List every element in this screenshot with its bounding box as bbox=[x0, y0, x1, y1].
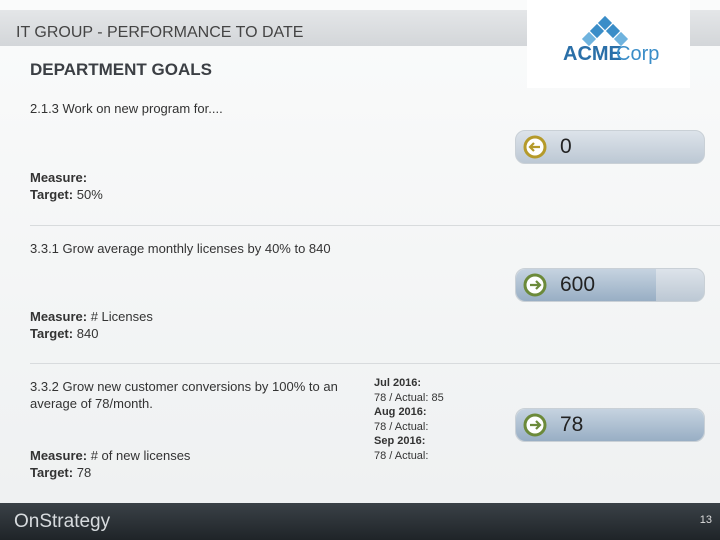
note-value: 78 / Actual: bbox=[374, 420, 429, 433]
status-pill: 78 bbox=[515, 408, 705, 442]
note-month: Jul 2016: bbox=[374, 377, 422, 389]
status-icon bbox=[523, 413, 547, 437]
footer-brand: OnStrategy bbox=[14, 511, 111, 532]
measure-label: Measure: bbox=[30, 309, 88, 324]
measure-value: # of new licenses bbox=[90, 448, 191, 463]
measure-label: Measure: bbox=[30, 448, 88, 463]
measure-label: Measure: bbox=[30, 170, 88, 185]
target-value: 50% bbox=[76, 187, 103, 202]
target: Target: 50% bbox=[30, 186, 103, 203]
status-pill: 600 bbox=[515, 268, 705, 302]
target-value: 840 bbox=[76, 326, 99, 341]
measure-value: # Licenses bbox=[90, 309, 153, 324]
footer-bar bbox=[0, 503, 720, 540]
target: Target: 78 bbox=[30, 464, 91, 481]
logo-mark: ACME Corp bbox=[563, 15, 659, 65]
goal-description: 2.1.3 Work on new program for.... bbox=[30, 101, 223, 116]
section-title: DEPARTMENT GOALS bbox=[30, 60, 212, 79]
monthly-notes: Jul 2016: 78 / Actual: 85 Aug 2016: 78 / Ac… bbox=[374, 376, 444, 463]
status-value: 600 bbox=[560, 273, 596, 296]
note-value: 78 / Actual: bbox=[374, 449, 429, 462]
target-label: Target: bbox=[30, 465, 74, 480]
target-label: Target: bbox=[30, 326, 74, 341]
separator bbox=[30, 225, 720, 226]
measure: Measure: # Licenses bbox=[30, 308, 153, 325]
target-value: 78 bbox=[76, 465, 92, 480]
note-month: Sep 2016: bbox=[374, 435, 426, 447]
goal-description: 3.3.1 Grow average monthly licenses by 4… bbox=[30, 241, 331, 256]
status-pill: 0 bbox=[515, 130, 705, 164]
measure: Measure: bbox=[30, 169, 87, 186]
target-label: Target: bbox=[30, 187, 74, 202]
logo-text: Corp bbox=[616, 43, 659, 65]
note-month: Aug 2016: bbox=[374, 406, 427, 418]
goal-description: 3.3.2 Grow new customer conversions by 1… bbox=[30, 379, 338, 411]
logo: ACME Corp bbox=[527, 0, 690, 88]
status-icon bbox=[523, 135, 547, 159]
target: Target: 840 bbox=[30, 325, 98, 342]
status-value: 78 bbox=[560, 413, 584, 436]
page-number: 13 bbox=[699, 514, 712, 526]
logo-text: ACME bbox=[563, 43, 622, 65]
status-icon bbox=[523, 273, 547, 297]
header-title: IT GROUP - PERFORMANCE TO DATE bbox=[16, 24, 304, 41]
note-value: 78 / Actual: 85 bbox=[374, 391, 444, 404]
measure: Measure: # of new licenses bbox=[30, 447, 190, 464]
separator bbox=[30, 363, 720, 364]
status-value: 0 bbox=[560, 135, 572, 158]
status-fill bbox=[516, 409, 704, 441]
